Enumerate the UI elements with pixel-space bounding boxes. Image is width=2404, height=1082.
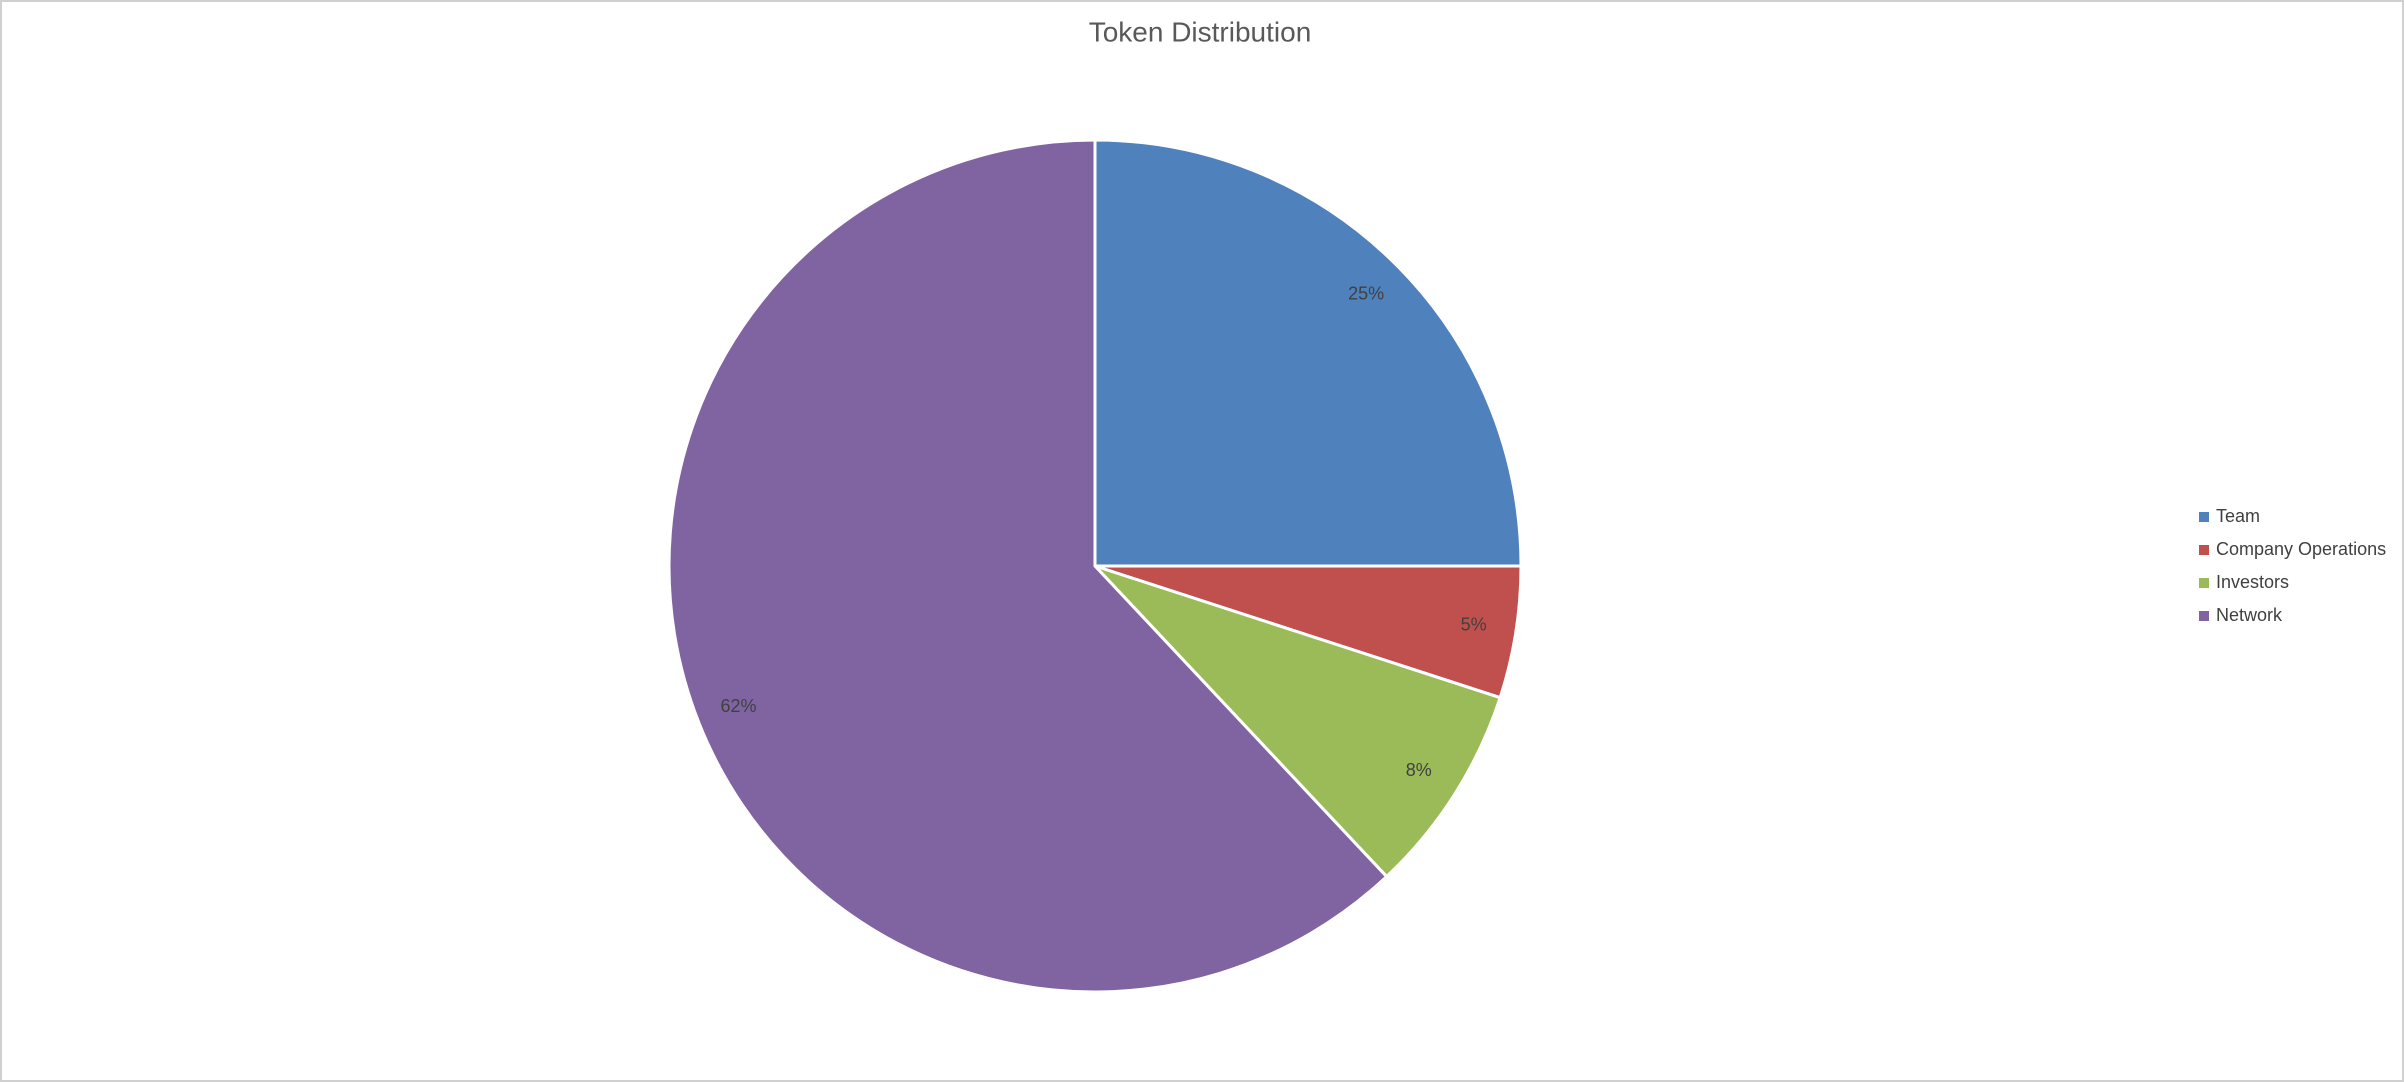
pie-slice xyxy=(667,138,1389,994)
legend-label: Team xyxy=(2216,506,2260,526)
legend: Team Company Operations Investors Network xyxy=(2199,506,2386,625)
legend-label: Investors xyxy=(2216,572,2289,592)
data-label: 8% xyxy=(1406,760,1432,780)
pie-slice xyxy=(1093,138,1523,568)
legend-swatch xyxy=(2199,545,2209,555)
legend-swatch xyxy=(2199,512,2209,522)
chart-title: Token Distribution xyxy=(1089,16,1312,47)
pie: 25% 5% 8% 62% xyxy=(667,138,1523,994)
data-label: 25% xyxy=(1348,284,1384,304)
data-label: 62% xyxy=(721,696,757,716)
legend-swatch xyxy=(2199,578,2209,588)
legend-label: Network xyxy=(2216,605,2283,625)
legend-swatch xyxy=(2199,611,2209,621)
data-label: 5% xyxy=(1461,615,1487,635)
legend-label: Company Operations xyxy=(2216,539,2386,559)
pie-slice xyxy=(1093,564,1503,879)
